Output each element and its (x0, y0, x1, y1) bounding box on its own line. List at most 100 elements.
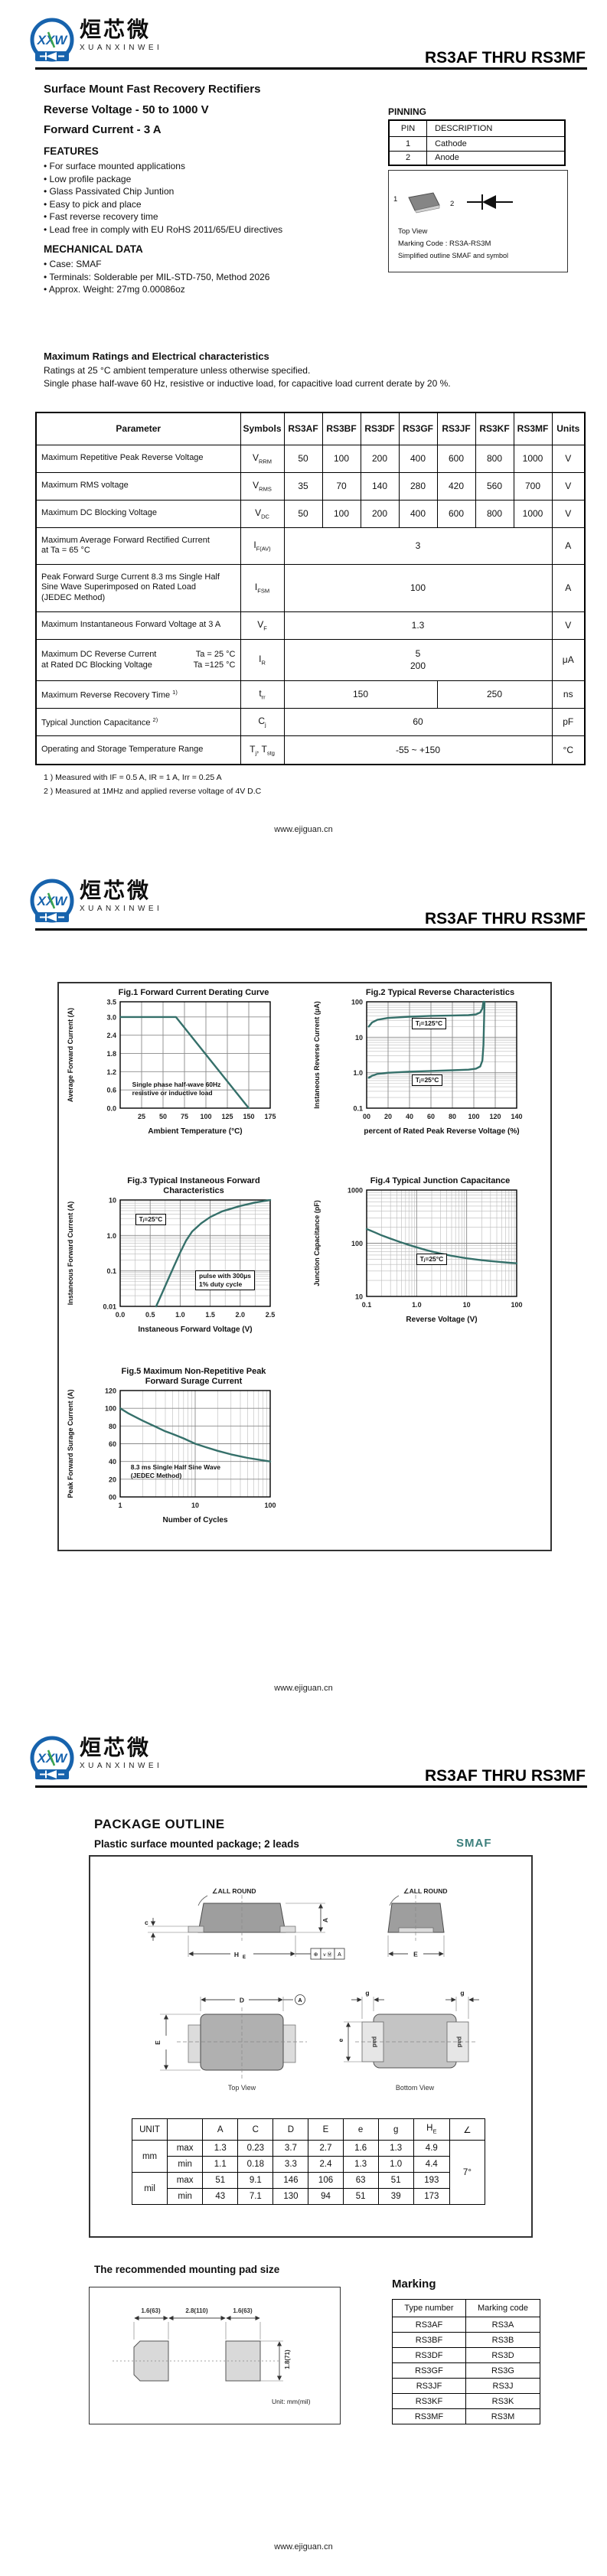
chart-annotation: Tⱼ=25°C (411, 1074, 443, 1086)
product-subtitle-1: Surface Mount Fast Recovery Rectifiers (44, 83, 261, 96)
dim-d-label: D (240, 1997, 244, 2004)
bottom-view-body (373, 2014, 457, 2069)
chart-annotation: pulse with 300μs 1% duty cycle (195, 1270, 256, 1290)
fig4-typical-junction-capacitance-chart: Fig.4 Typical Junction Capacitance 0.1 1.… (309, 1176, 539, 1324)
svg-text:1.0: 1.0 (353, 1069, 363, 1077)
svg-text:20: 20 (109, 1475, 116, 1483)
pin2-label: 2 (450, 200, 455, 208)
package-outline-drawing: ∠ALL ROUND c A H E ⊕ v Ⓜ A (145, 1887, 479, 2092)
fig1-forward-current-derating-chart: Fig.1 Forward Current Derating Curve 25 5… (63, 988, 292, 1136)
svg-text:0.1: 0.1 (106, 1267, 116, 1275)
pinning-table: PIN DESCRIPTION 1 Cathode 2 Anode (388, 119, 566, 166)
pinning-heading: PINNING (388, 106, 427, 117)
svg-text:Instaneous Forward Voltage (V): Instaneous Forward Voltage (V) (138, 1325, 252, 1334)
chart-annotation: Tⱼ=25°C (416, 1254, 448, 1266)
company-logo-icon: XXW (30, 18, 74, 62)
top-view-label: Top View (398, 227, 428, 236)
svg-text:60: 60 (109, 1440, 116, 1448)
svg-text:100: 100 (264, 1502, 276, 1509)
characteristics-chart-panel (57, 982, 552, 1551)
pad-dim-left: 1.6(63) (141, 2307, 161, 2314)
svg-text:60: 60 (427, 1113, 435, 1120)
ratings-row-cj: Typical Junction Capacitance 2) Cj 60 pF (35, 707, 586, 736)
package-subtitle: Plastic surface mounted package; 2 leads (94, 1838, 299, 1850)
svg-text:100: 100 (511, 1301, 522, 1309)
svg-text:1: 1 (118, 1502, 122, 1509)
svg-text:100: 100 (200, 1113, 211, 1120)
svg-text:1000: 1000 (348, 1187, 363, 1195)
mechanical-list: • Case: SMAF • Terminals: Solderable per… (44, 258, 269, 296)
chart-annotation: 8.3 ms Single Half Sine Wave (JEDEC Metho… (130, 1462, 221, 1479)
svg-text:80: 80 (109, 1423, 116, 1430)
svg-text:75: 75 (181, 1113, 188, 1120)
smaf-package-icon (408, 192, 440, 214)
svg-text:80: 80 (449, 1113, 456, 1120)
fig4-svg: 0.1 1.0 10 100 10 100 1000 Reverse Voltage (V) J… (313, 1187, 523, 1325)
dims-header-row: UNIT A C D E e g HE ∠ (131, 2118, 486, 2141)
feature-item: • Easy to pick and place (44, 198, 142, 210)
part-range-title: RS3AF THRU RS3MF (424, 49, 586, 67)
ratings-row-ifav: Maximum Average Forward Rectified Curren… (35, 527, 586, 565)
dim-c-label: c (145, 1919, 148, 1926)
marking-row: RS3BF RS3B (392, 2332, 540, 2348)
svg-text:Number of Cycles: Number of Cycles (162, 1516, 227, 1524)
feature-item: • For surface mounted applications (44, 161, 185, 171)
company-logo-icon: XXW (30, 1736, 74, 1780)
fig5-svg: 1 10 100 00 20 40 60 80 100 120 Number of Cycles Pe… (67, 1387, 276, 1525)
chart-annotation: Tⱼ=125°C (411, 1017, 447, 1029)
chart-annotation: Tⱼ=25°C (135, 1214, 167, 1226)
dim-he-label: H (234, 1951, 239, 1958)
brand-english-name: XUANXINWEI (80, 44, 163, 52)
marking-header-row: Type number Marking code (392, 2299, 540, 2317)
pin1-label: 1 (393, 195, 398, 204)
footnote-2: 2 ) Measured at 1MHz and applied reverse… (44, 787, 262, 796)
pinning-header-row: PIN DESCRIPTION (388, 119, 566, 137)
fig1-svg: 25 50 75 100 125 150 175 0.0 0.6 1.2 1.8 2.4 3.0 3.5 A… (67, 999, 276, 1136)
svg-text:0.0: 0.0 (106, 1105, 116, 1113)
product-subtitle-3: Forward Current - 3 A (44, 123, 162, 136)
header-rule (35, 1785, 587, 1788)
features-list: • For surface mounted applications • Low… (44, 160, 282, 236)
svg-text:2.4: 2.4 (106, 1032, 116, 1039)
brand-chinese-name: 烜芯微 (80, 18, 152, 41)
marking-row: RS3MF RS3M (392, 2408, 540, 2424)
svg-text:Average Forward Current (A): Average Forward Current (A) (67, 1008, 74, 1102)
svg-text:00: 00 (363, 1113, 370, 1120)
svg-text:1.8: 1.8 (106, 1050, 116, 1058)
svg-text:A: A (338, 1952, 341, 1958)
svg-text:00: 00 (109, 1494, 116, 1502)
feature-item: • Glass Passivated Chip Juntion (44, 186, 175, 197)
fig2-plot: 00 20 40 60 80 100 120 140 0.1 1.0 10 100 percent of… (309, 998, 539, 1136)
part-range-title: RS3AF THRU RS3MF (424, 1767, 586, 1785)
dim-g-label: g (365, 1989, 369, 1997)
svg-text:Peak Forward Surage Current (A: Peak Forward Surage Current (A) (67, 1389, 74, 1498)
company-logo-icon: XXW (30, 879, 74, 923)
svg-text:Reverse Voltage (V): Reverse Voltage (V) (406, 1316, 477, 1324)
marking-heading: Marking (392, 2278, 436, 2291)
dims-row-mil-max: mil max 51 9.1 146 106 63 51 193 (131, 2172, 485, 2205)
fig5-plot: 1 10 100 00 20 40 60 80 100 120 Number of Cycles Pe… (63, 1387, 292, 1525)
svg-text:10: 10 (109, 1197, 116, 1205)
datum-a-reference: A (298, 1998, 302, 2004)
svg-text:10: 10 (463, 1301, 471, 1309)
svg-text:40: 40 (406, 1113, 413, 1120)
svg-text:⊕: ⊕ (314, 1952, 318, 1958)
svg-text:100: 100 (351, 1240, 363, 1247)
mechanical-item: • Approx. Weight: 27mg 0.00086oz (44, 284, 185, 295)
pad-dim-right: 1.6(63) (233, 2307, 253, 2314)
svg-text:50: 50 (159, 1113, 167, 1120)
page1-header: XXW 烜芯微 XUANXINWEI RS3AF THRU RS3MF (0, 17, 607, 69)
end-view-body (387, 1903, 445, 1933)
svg-text:3.0: 3.0 (106, 1013, 116, 1021)
all-round-label: ∠ALL ROUND (403, 1887, 448, 1895)
chart-annotation: Single phase half-wave 60Hz resistive or … (132, 1080, 221, 1097)
ratings-row-trr: Maximum Reverse Recovery Time 1) trr 150… (35, 680, 586, 709)
marking-table: Type number Marking code RS3AF RS3A RS3BF… (392, 2299, 540, 2424)
marking-code-label: Marking Code : RS3A-RS3M (398, 240, 491, 248)
ratings-row-vrms: Maximum RMS voltage VRMS 35 70 140 280 4… (35, 471, 586, 501)
mechanical-item: • Terminals: Solderable per MIL-STD-750,… (44, 271, 270, 282)
marking-row: RS3AF RS3A (392, 2317, 540, 2333)
svg-text:10: 10 (355, 1034, 363, 1042)
ratings-row-tstg: Operating and Storage Temperature Range … (35, 735, 586, 765)
